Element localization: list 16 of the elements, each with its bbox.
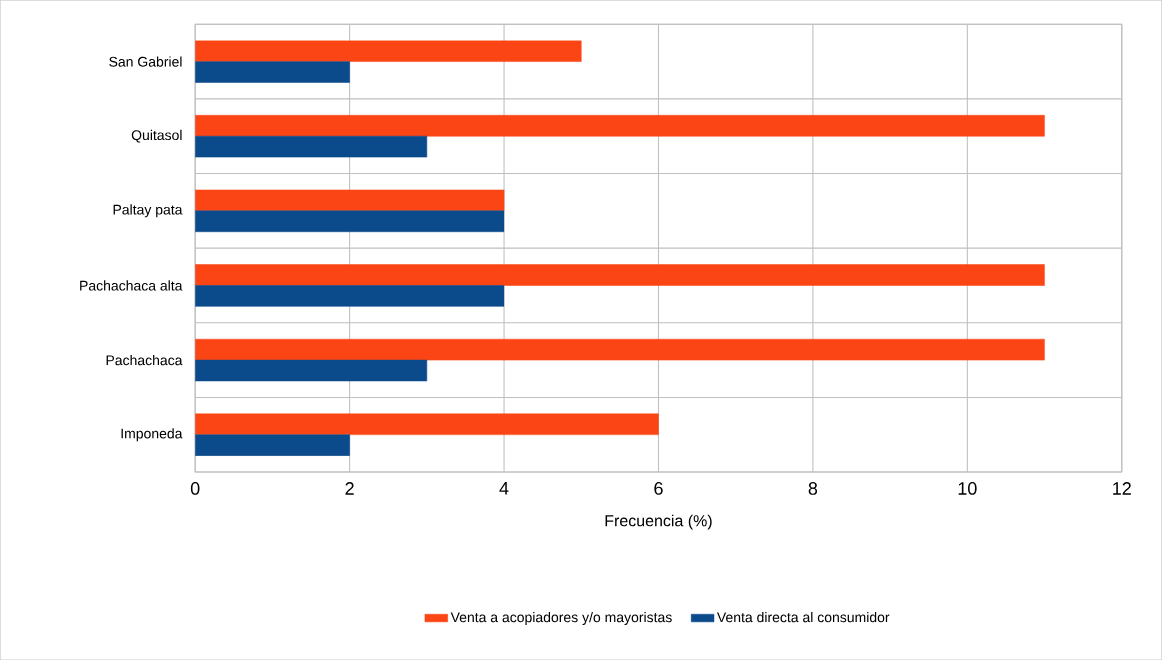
x-tick-label: 8 (808, 481, 818, 495)
x-tick-label: 4 (499, 481, 509, 495)
y-tick-label: Imponeda (121, 428, 183, 442)
x-tick-label: 10 (958, 481, 977, 495)
y-tick-label: Paltay pata (113, 204, 183, 218)
x-axis-title: Frecuencia (%) (605, 514, 712, 530)
x-tick-label: 12 (1113, 481, 1131, 495)
y-tick-label: San Gabriel (109, 56, 182, 67)
y-tick-label: Pachachaca (106, 354, 183, 366)
legend-label: Venta a acopiadores y/o mayoristas (450, 611, 672, 625)
x-tick-label: 6 (654, 481, 663, 495)
x-tick-label: 2 (345, 481, 354, 495)
legend-label: Venta directa al consumidor (716, 611, 890, 623)
y-tick-label: Quitasol (131, 129, 182, 143)
x-tick-label: 0 (190, 481, 200, 495)
y-tick-label: Pachachaca alta (80, 280, 183, 291)
